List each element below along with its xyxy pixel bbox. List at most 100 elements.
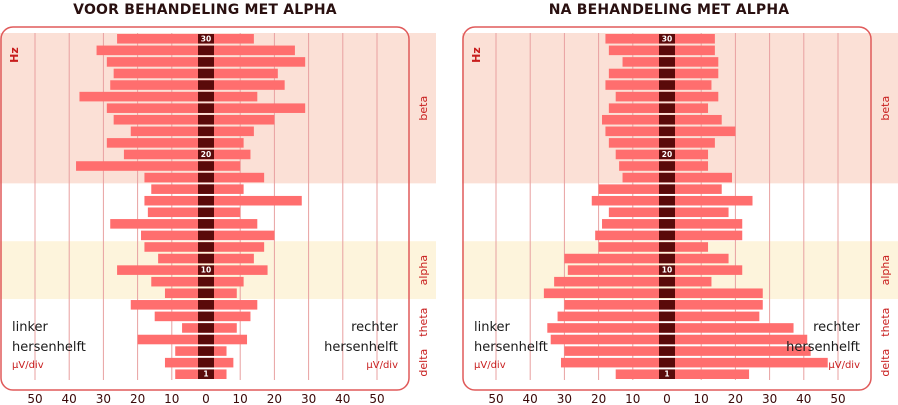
center-bar-10hz xyxy=(198,265,214,275)
left-bar-30hz xyxy=(605,34,667,44)
left-bar-2hz xyxy=(164,357,206,368)
center-bar-29hz xyxy=(198,45,214,56)
left-hemisphere-label-0: linker xyxy=(12,320,49,335)
right-bar-27hz xyxy=(206,68,278,79)
center-bar-12hz xyxy=(198,242,214,252)
band-label-theta: theta xyxy=(879,308,892,337)
center-bar-16hz xyxy=(659,195,675,206)
left-bar-28hz xyxy=(106,57,206,67)
left-bar-26hz xyxy=(110,80,206,90)
center-bar-13hz xyxy=(198,230,214,241)
left-bar-5hz xyxy=(182,323,206,333)
center-bar-30hz xyxy=(198,34,214,44)
left-hemisphere-label-1: hersenhelft xyxy=(474,340,548,355)
left-bar-15hz xyxy=(147,207,206,218)
right-bar-9hz xyxy=(667,276,712,287)
center-bar-11hz xyxy=(659,253,675,264)
center-bar-18hz xyxy=(659,172,675,183)
right-bar-10hz xyxy=(206,265,268,275)
hz-tick-label-1: 1 xyxy=(664,370,669,379)
center-bar-3hz xyxy=(198,346,214,356)
right-bar-28hz xyxy=(206,57,306,67)
left-bar-16hz xyxy=(591,195,667,206)
right-hemisphere-label-1: hersenhelft xyxy=(786,340,860,355)
left-bar-25hz xyxy=(79,91,206,102)
center-bar-17hz xyxy=(659,184,675,194)
center-bar-18hz xyxy=(198,172,214,183)
right-bar-17hz xyxy=(667,184,722,194)
right-bar-22hz xyxy=(667,126,736,137)
hz-tick-label-30: 30 xyxy=(201,34,211,43)
center-bar-17hz xyxy=(198,184,214,194)
center-bar-16hz xyxy=(198,195,214,206)
right-bar-26hz xyxy=(206,80,285,90)
right-bar-21hz xyxy=(667,138,715,148)
band-label-delta: delta xyxy=(879,349,892,377)
right-bar-17hz xyxy=(206,184,244,194)
center-bar-30hz xyxy=(659,34,675,44)
right-bar-18hz xyxy=(206,172,265,183)
band-label-alpha: alpha xyxy=(879,255,892,286)
band-label-delta: delta xyxy=(417,349,430,377)
left-bar-6hz xyxy=(557,311,667,322)
left-bar-3hz xyxy=(175,346,206,356)
left-hemisphere-label-1: hersenhelft xyxy=(12,340,86,355)
right-bar-8hz xyxy=(206,288,237,299)
left-bar-19hz xyxy=(619,161,667,171)
left-bar-23hz xyxy=(113,114,206,125)
center-bar-5hz xyxy=(198,323,214,333)
left-bar-9hz xyxy=(151,276,206,287)
right-bar-7hz xyxy=(667,300,763,310)
right-bar-25hz xyxy=(667,91,719,102)
left-bar-29hz xyxy=(608,45,667,56)
left-bar-24hz xyxy=(106,103,206,113)
left-bar-1hz xyxy=(175,369,206,379)
right-bar-27hz xyxy=(667,68,719,79)
chart-frame xyxy=(0,26,410,391)
left-bar-22hz xyxy=(605,126,667,137)
x-tick-label: 0 xyxy=(202,392,210,405)
right-bar-23hz xyxy=(667,114,722,125)
x-tick-label: 40 xyxy=(523,392,538,405)
right-bar-7hz xyxy=(206,300,258,310)
center-bar-23hz xyxy=(659,114,675,125)
right-bar-24hz xyxy=(667,103,709,113)
center-bar-13hz xyxy=(659,230,675,241)
center-bar-15hz xyxy=(659,207,675,218)
x-tick-label: 20 xyxy=(591,392,606,405)
center-bar-2hz xyxy=(659,357,675,368)
right-bar-30hz xyxy=(667,34,715,44)
center-bar-19hz xyxy=(659,161,675,171)
left-chart-title: VOOR BEHANDELING MET ALPHA xyxy=(73,2,337,18)
x-tick-label: 20 xyxy=(130,392,145,405)
right-bar-16hz xyxy=(206,195,302,206)
right-bar-13hz xyxy=(206,230,275,241)
right-bar-26hz xyxy=(667,80,712,90)
left-bar-27hz xyxy=(608,68,667,79)
band-label-theta: theta xyxy=(417,308,430,337)
right-bar-5hz xyxy=(667,323,794,333)
left-bar-25hz xyxy=(615,91,667,102)
right-bar-19hz xyxy=(206,161,241,171)
center-bar-1hz xyxy=(659,369,675,379)
center-bar-21hz xyxy=(198,138,214,148)
left-bar-4hz xyxy=(550,334,667,345)
left-bar-11hz xyxy=(564,253,667,264)
center-bar-22hz xyxy=(659,126,675,137)
center-bar-26hz xyxy=(659,80,675,90)
hz-tick-label-10: 10 xyxy=(201,266,211,275)
left-bar-20hz xyxy=(123,149,206,160)
right-bar-12hz xyxy=(206,242,265,252)
center-bar-7hz xyxy=(198,300,214,310)
center-bar-29hz xyxy=(659,45,675,56)
center-bar-2hz xyxy=(198,357,214,368)
right-bar-4hz xyxy=(206,334,248,345)
right-bar-15hz xyxy=(206,207,241,218)
center-bar-21hz xyxy=(659,138,675,148)
center-bar-19hz xyxy=(198,161,214,171)
left-unit-label: µV/div xyxy=(12,360,44,371)
center-bar-26hz xyxy=(198,80,214,90)
center-bar-8hz xyxy=(659,288,675,299)
